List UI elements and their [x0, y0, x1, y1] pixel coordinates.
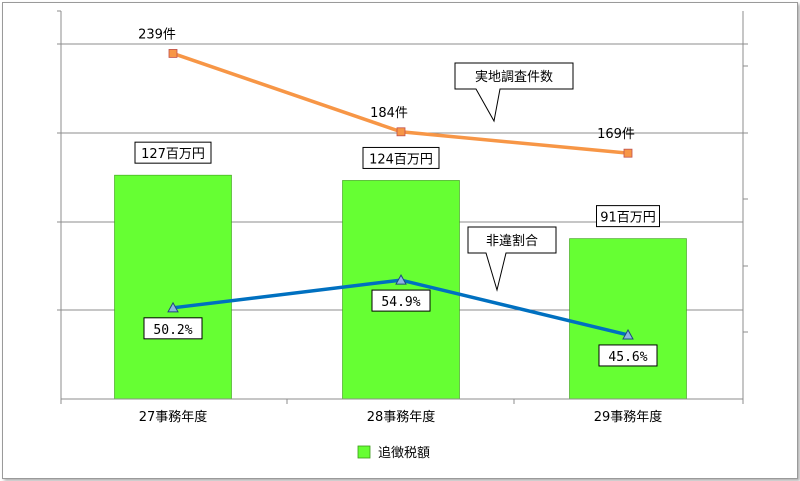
bar-label-box	[134, 141, 212, 164]
legend: 追徴税額	[357, 445, 430, 461]
ratio-point	[395, 274, 407, 285]
axes: 27事務年度 28事務年度 29事務年度	[57, 10, 748, 425]
ratio-label-box	[598, 344, 658, 367]
count-point	[396, 127, 406, 137]
count-data-label: 169件	[597, 127, 635, 142]
ratio-data-label: 54.9%	[381, 295, 420, 310]
bar-label-box	[596, 205, 660, 228]
data-labels: 127百万円 124百万円 91百万円 239件 184件 169件 50.2% 54.9% 4…	[134, 27, 660, 367]
x-tick-label: 29事務年度	[594, 409, 663, 425]
bar-data-label: 124百万円	[369, 152, 433, 167]
ratio-label-box	[371, 289, 431, 312]
count-data-label: 239件	[138, 27, 176, 42]
ratio-label-box	[143, 317, 203, 340]
bar-data-label: 91百万円	[600, 211, 656, 226]
ratio-data-label: 50.2%	[153, 323, 192, 338]
ratio-point	[622, 328, 634, 340]
bar-data-label: 127百万円	[141, 147, 205, 162]
x-tick-label: 27事務年度	[139, 409, 208, 425]
legend-swatch	[357, 445, 371, 459]
callout-text: 実地調査件数	[475, 69, 553, 85]
bar-label-box	[362, 146, 440, 169]
callout-text: 非違割合	[486, 233, 538, 249]
count-point	[168, 49, 178, 58]
count-point	[623, 148, 633, 158]
line-series	[167, 49, 634, 340]
x-tick-label: 28事務年度	[367, 409, 436, 425]
bar	[114, 174, 232, 400]
count-data-label: 184件	[370, 106, 408, 121]
ratio-data-label: 45.6%	[608, 350, 647, 365]
bar	[569, 238, 687, 400]
callout-box	[467, 226, 557, 292]
ratio-point	[167, 301, 179, 313]
callout-box	[454, 62, 574, 123]
legend-label: 追徴税額	[378, 445, 430, 461]
